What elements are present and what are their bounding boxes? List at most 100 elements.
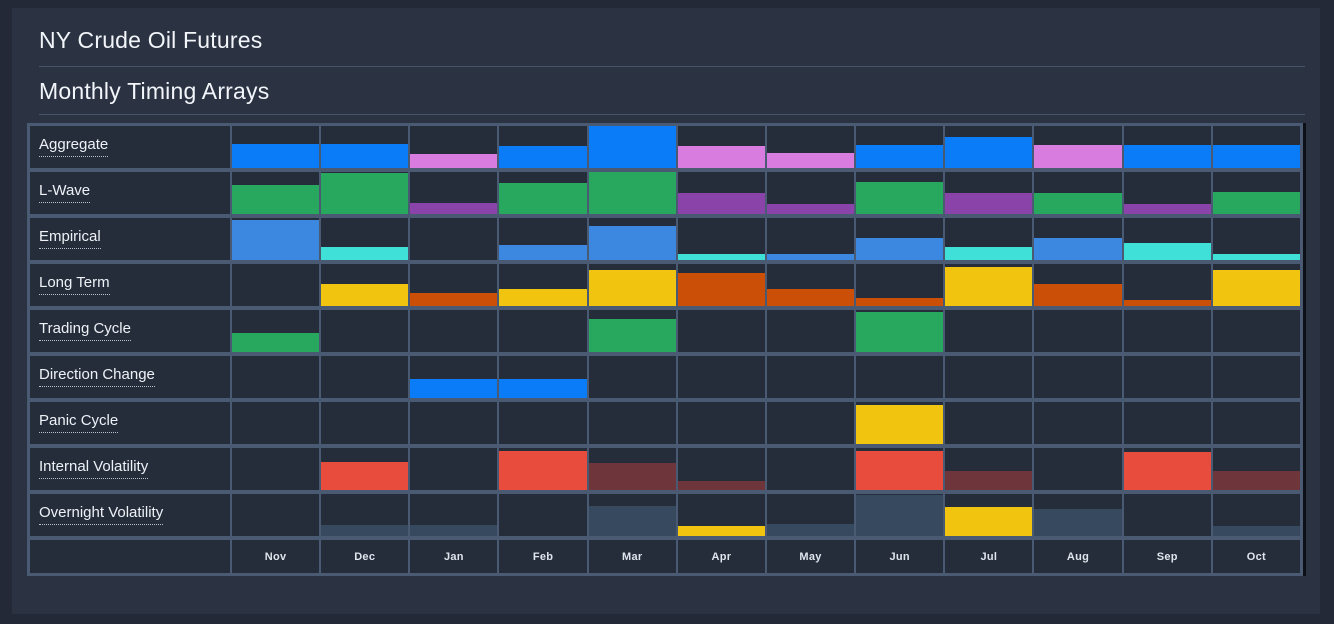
timing-cell-oct: [1212, 402, 1300, 444]
timing-cell-jul: [945, 356, 1033, 398]
timing-bar-dark_red: [677, 480, 765, 490]
timing-bar-purple: [410, 203, 498, 214]
timing-cell-oct: [1212, 264, 1300, 306]
timing-bar-slate: [856, 494, 944, 536]
timing-bar-blue: [588, 126, 676, 168]
timing-cell-dec: [321, 494, 409, 536]
month-header-cell: Apr: [677, 540, 765, 573]
timing-cell-sep: [1123, 356, 1211, 398]
timing-bar-green: [1034, 193, 1122, 214]
timing-bar-green: [856, 312, 944, 352]
timing-bar-violet: [677, 146, 765, 168]
row-label-link[interactable]: L-Wave: [39, 183, 91, 203]
timing-cell-aug: [1034, 310, 1122, 352]
timing-bar-slate: [588, 505, 676, 536]
row-label-link[interactable]: Aggregate: [39, 137, 109, 157]
timing-cell-sep: [1123, 264, 1211, 306]
timing-cell-dec: [321, 356, 409, 398]
timing-cell-apr: [677, 218, 765, 260]
timing-bar-steel_blue: [766, 253, 855, 260]
timing-cell-jul: [945, 172, 1033, 214]
row-label-cell: Overnight Volatility: [30, 494, 230, 536]
month-label: Jun: [889, 550, 910, 563]
subtitle-divider: [39, 114, 1305, 115]
timing-cell-aug: [1034, 356, 1122, 398]
timing-cell-apr: [677, 172, 765, 214]
timing-bar-orange: [766, 289, 855, 306]
timing-cell-jan: [410, 356, 498, 398]
timing-cell-mar: [588, 126, 676, 168]
timing-cell-oct: [1212, 494, 1300, 536]
timing-bar-green: [232, 333, 320, 352]
month-label: Oct: [1246, 550, 1267, 563]
timing-bar-slate: [1212, 525, 1300, 536]
timing-cell-jun: [856, 402, 944, 444]
timing-cell-oct: [1212, 126, 1300, 168]
timing-bar-yellow: [856, 405, 944, 444]
timing-bar-purple: [945, 193, 1033, 214]
timing-cell-nov: [232, 494, 320, 536]
month-header-cell: Jul: [945, 540, 1033, 573]
month-header-cell: Nov: [232, 540, 320, 573]
timing-bar-blue: [499, 146, 587, 168]
timing-cell-jan: [410, 218, 498, 260]
footer-label-cell: [30, 540, 230, 573]
timing-cell-dec: [321, 310, 409, 352]
timing-bar-orange: [1034, 284, 1122, 306]
row-label-link[interactable]: Internal Volatility: [39, 459, 149, 479]
timing-bar-yellow: [588, 270, 676, 306]
timing-cell-apr: [677, 494, 765, 536]
timing-cell-aug: [1034, 494, 1122, 536]
row-label-link[interactable]: Trading Cycle: [39, 321, 131, 341]
timing-cell-aug: [1034, 218, 1122, 260]
timing-cell-jul: [945, 494, 1033, 536]
month-label: Mar: [622, 550, 643, 563]
timing-cell-oct: [1212, 218, 1300, 260]
row-label-cell: Panic Cycle: [30, 402, 230, 444]
month-label: Nov: [264, 550, 287, 563]
timing-cell-feb: [499, 494, 587, 536]
timing-cell-nov: [232, 310, 320, 352]
timing-bar-blue: [499, 379, 587, 398]
timing-cell-mar: [588, 402, 676, 444]
timing-bar-yellow: [1212, 270, 1300, 306]
row-label-link[interactable]: Overnight Volatility: [39, 505, 164, 525]
timing-cell-jul: [945, 126, 1033, 168]
timing-bar-dark_red: [588, 462, 676, 490]
timing-cell-may: [766, 310, 855, 352]
timing-cell-mar: [588, 218, 676, 260]
timing-bar-cyan: [677, 254, 765, 260]
row-label-link[interactable]: Empirical: [39, 229, 101, 249]
timing-bar-blue: [945, 136, 1033, 168]
timing-bar-cyan: [1212, 253, 1300, 260]
row-label-link[interactable]: Long Term: [39, 275, 110, 295]
month-label: Jul: [980, 550, 998, 563]
row-label-cell: Empirical: [30, 218, 230, 260]
timing-bar-yellow: [945, 267, 1033, 306]
timing-grid: Aggregate L-Wave Empirical Long Term Trading…: [27, 123, 1303, 576]
timing-bar-orange: [1123, 300, 1211, 306]
timing-cell-dec: [321, 172, 409, 214]
timing-cell-dec: [321, 402, 409, 444]
timing-cell-apr: [677, 402, 765, 444]
month-header-cell: Aug: [1034, 540, 1122, 573]
timing-bar-purple: [1123, 203, 1211, 214]
month-header-cell: Feb: [499, 540, 587, 573]
row-label-link[interactable]: Direction Change: [39, 367, 155, 387]
timing-bar-purple: [677, 193, 765, 214]
timing-bar-blue: [856, 145, 944, 168]
timing-cell-sep: [1123, 448, 1211, 490]
timing-cell-apr: [677, 310, 765, 352]
month-label: May: [799, 550, 822, 563]
timing-bar-yellow: [321, 283, 409, 306]
timing-cell-dec: [321, 448, 409, 490]
timing-bar-cyan: [321, 247, 409, 260]
timing-bar-red: [499, 450, 587, 490]
timing-bar-violet: [766, 152, 855, 168]
timing-cell-aug: [1034, 264, 1122, 306]
timing-cell-mar: [588, 494, 676, 536]
timing-bar-blue: [321, 144, 409, 168]
timing-bar-blue: [410, 379, 498, 398]
row-label-link[interactable]: Panic Cycle: [39, 413, 119, 433]
timing-cell-nov: [232, 126, 320, 168]
